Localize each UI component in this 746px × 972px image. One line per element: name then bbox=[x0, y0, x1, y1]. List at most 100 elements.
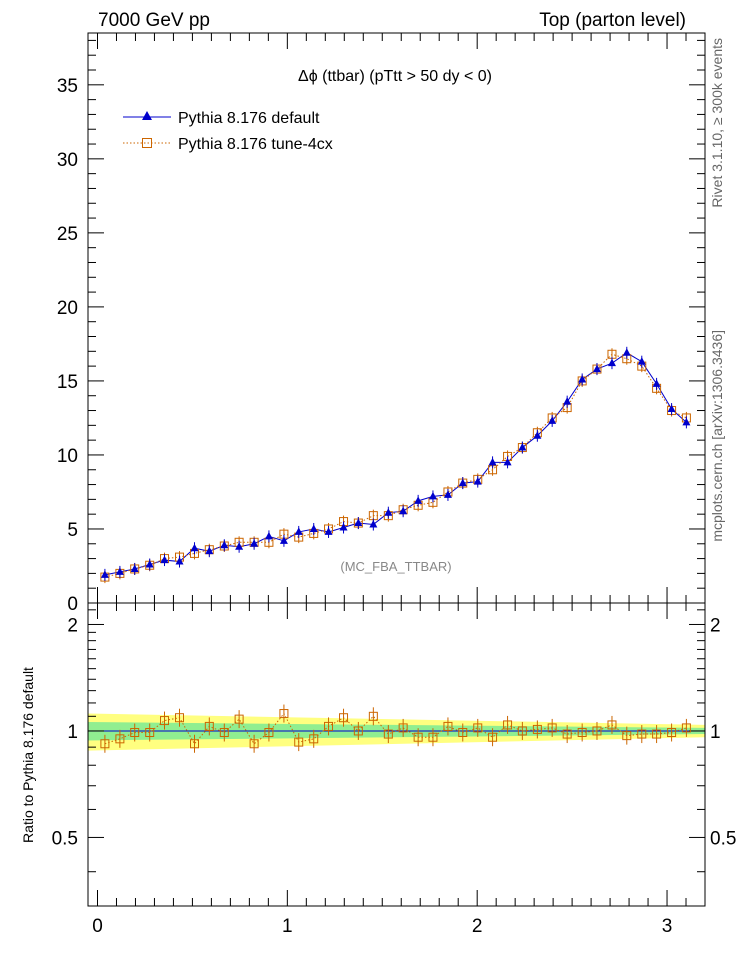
ratio-point-tune4cx bbox=[458, 727, 468, 737]
point-default bbox=[235, 542, 244, 550]
ratio-point-tune4cx bbox=[294, 737, 304, 747]
point-default bbox=[175, 557, 184, 565]
point-default bbox=[592, 364, 601, 373]
point-default bbox=[637, 357, 646, 365]
ratio-point-tune4cx bbox=[622, 731, 632, 741]
point-default bbox=[294, 527, 303, 535]
x-tick-label: 0 bbox=[92, 916, 103, 937]
point-default bbox=[667, 404, 676, 413]
ratio-point-tune4cx bbox=[532, 724, 542, 734]
ratio-point-tune4cx bbox=[249, 739, 259, 749]
ratio-point-tune4cx bbox=[190, 739, 200, 749]
ratio-plot-panel: 0.5 0.5 1 1 2 2 0 1 2 3 Ratio to Pythia 8.176 def… bbox=[20, 602, 736, 937]
x-tick-label: 2 bbox=[472, 916, 483, 937]
ratio-point-tune4cx bbox=[473, 723, 483, 733]
main-y-tick-label: 25 bbox=[57, 224, 78, 245]
ratio-point-tune4cx bbox=[637, 729, 647, 739]
main-series-layer bbox=[100, 346, 691, 584]
ratio-point-tune4cx bbox=[398, 723, 408, 733]
point-tune4cx bbox=[607, 349, 617, 359]
point-default bbox=[578, 374, 587, 383]
point-default bbox=[369, 520, 378, 528]
header-left-label: 7000 GeV pp bbox=[98, 10, 210, 31]
ratio-y-tick-label-left: 1 bbox=[67, 722, 78, 743]
ratio-point-tune4cx bbox=[607, 720, 617, 730]
main-y-tick-label: 20 bbox=[57, 298, 78, 319]
ratio-frame bbox=[87, 602, 706, 907]
legend-label-tune4cx: Pythia 8.176 tune-4cx bbox=[178, 136, 333, 153]
point-default bbox=[264, 531, 273, 540]
point-default bbox=[384, 508, 393, 516]
ratio-y-tick-label-right: 0.5 bbox=[710, 828, 736, 849]
ratio-point-tune4cx bbox=[562, 729, 572, 739]
ratio-point-tune4cx bbox=[309, 734, 319, 744]
mcplots-label: mcplots.cern.ch [arXiv:1306.3436] bbox=[709, 330, 725, 542]
ratio-point-tune4cx bbox=[130, 727, 140, 737]
point-default bbox=[160, 555, 169, 564]
ratio-point-tune4cx bbox=[488, 732, 498, 742]
ratio-axis-ticks: 0.5 0.5 1 1 2 2 0 1 2 3 bbox=[52, 603, 736, 937]
point-default bbox=[607, 358, 616, 367]
point-default bbox=[414, 496, 423, 504]
ratio-point-tune4cx bbox=[428, 732, 438, 742]
ratio-point-tune4cx bbox=[279, 709, 289, 719]
main-y-tick-label: 5 bbox=[67, 520, 78, 541]
point-default bbox=[279, 536, 288, 544]
ratio-point-tune4cx bbox=[577, 727, 587, 737]
point-default bbox=[428, 491, 437, 500]
point-default bbox=[220, 540, 229, 549]
point-default bbox=[130, 564, 139, 572]
point-default bbox=[324, 527, 333, 535]
header-right-label: Top (parton level) bbox=[539, 10, 686, 31]
ratio-y-tick-label-left: 2 bbox=[67, 615, 78, 636]
ratio-y-tick-label-right: 1 bbox=[710, 722, 721, 743]
point-default bbox=[309, 524, 318, 532]
analysis-watermark: (MC_FBA_TTBAR) bbox=[340, 559, 451, 574]
ratio-y-tick-label-right: 2 bbox=[710, 615, 721, 636]
point-default bbox=[488, 457, 497, 466]
legend-marker-tune4cx bbox=[142, 138, 152, 148]
ratio-point-tune4cx bbox=[160, 716, 170, 726]
main-plot-panel: 0 5 10 15 20 25 30 35 Δϕ (ttbar) (pTtt > 50 dy … bbox=[57, 32, 706, 615]
ratio-point-tune4cx bbox=[592, 726, 602, 736]
point-default bbox=[652, 379, 661, 387]
point-default bbox=[533, 431, 542, 439]
legend-label-default: Pythia 8.176 default bbox=[178, 110, 320, 127]
point-default bbox=[190, 543, 199, 552]
point-default bbox=[503, 457, 512, 466]
point-default bbox=[115, 567, 124, 575]
ratio-line-tune4cx bbox=[104, 712, 687, 745]
rivet-label: Rivet 3.1.10, ≥ 300k events bbox=[709, 38, 725, 208]
ratio-point-tune4cx bbox=[413, 732, 423, 742]
ratio-y-axis-label: Ratio to Pythia 8.176 default bbox=[20, 667, 36, 843]
point-default bbox=[339, 522, 348, 531]
point-default bbox=[100, 570, 109, 578]
main-y-tick-label: 35 bbox=[57, 76, 78, 97]
chart-title: Δϕ (ttbar) (pTtt > 50 dy < 0) bbox=[298, 68, 492, 85]
point-default bbox=[399, 506, 408, 515]
point-default bbox=[458, 478, 467, 487]
main-y-tick-label: 0 bbox=[67, 594, 78, 615]
ratio-point-tune4cx bbox=[115, 734, 125, 744]
ratio-point-tune4cx bbox=[175, 713, 185, 723]
main-y-tick-label: 10 bbox=[57, 446, 78, 467]
ratio-series-layer bbox=[100, 704, 691, 753]
ratio-point-tune4cx bbox=[353, 726, 363, 736]
ratio-point-tune4cx bbox=[443, 721, 453, 731]
ratio-point-tune4cx bbox=[652, 729, 662, 739]
point-default bbox=[622, 348, 631, 356]
ratio-point-tune4cx bbox=[383, 729, 393, 739]
point-default bbox=[250, 539, 259, 547]
ratio-point-tune4cx bbox=[324, 721, 334, 731]
ratio-point-tune4cx bbox=[667, 727, 677, 737]
ratio-point-tune4cx bbox=[681, 723, 691, 733]
main-axis-ticks: 0 5 10 15 20 25 30 35 bbox=[57, 33, 705, 615]
ratio-point-tune4cx bbox=[339, 713, 349, 723]
ratio-point-tune4cx bbox=[517, 726, 527, 736]
point-default bbox=[443, 490, 452, 498]
point-default bbox=[145, 560, 154, 568]
ratio-point-tune4cx bbox=[234, 714, 244, 724]
ratio-point-tune4cx bbox=[204, 721, 214, 731]
ratio-y-tick-label-left: 0.5 bbox=[52, 828, 78, 849]
